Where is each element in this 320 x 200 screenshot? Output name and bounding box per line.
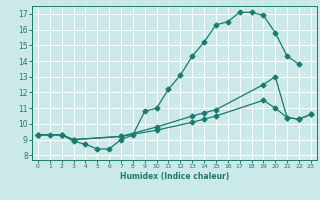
X-axis label: Humidex (Indice chaleur): Humidex (Indice chaleur) [120, 172, 229, 181]
